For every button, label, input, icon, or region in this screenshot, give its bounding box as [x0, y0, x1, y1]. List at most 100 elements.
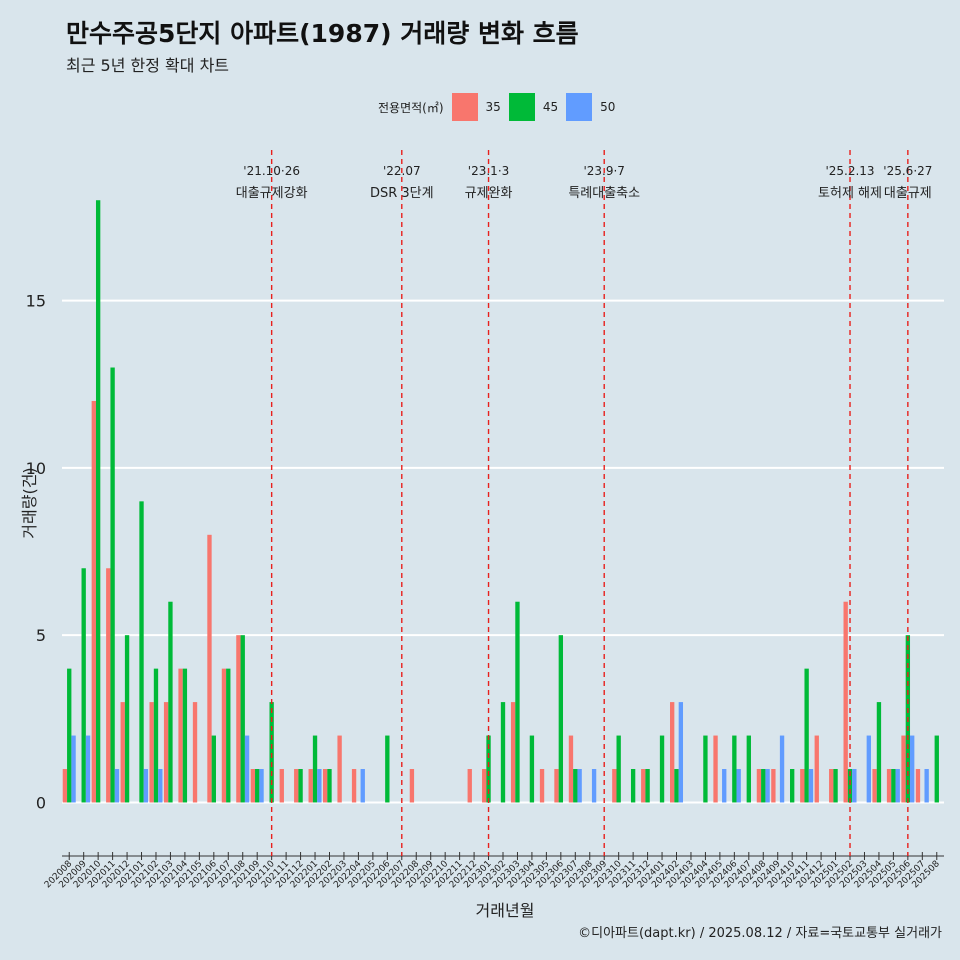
- bar: [808, 769, 814, 803]
- bar: [259, 769, 264, 803]
- bar: [308, 769, 313, 803]
- bar: [486, 735, 491, 803]
- legend-swatch-35: [451, 93, 478, 121]
- bar: [149, 702, 154, 803]
- bar: [312, 735, 318, 803]
- bar: [852, 769, 857, 803]
- bar: [641, 769, 646, 803]
- chart-title: 만수주공5단지 아파트(1987) 거래량 변화 흐름: [66, 19, 579, 48]
- bar: [771, 769, 776, 803]
- bar: [139, 501, 144, 803]
- bar: [385, 735, 390, 803]
- bar: [814, 735, 819, 803]
- bar: [886, 769, 892, 803]
- bar: [568, 735, 574, 803]
- y-axis-label: 거래량(건): [20, 467, 39, 539]
- bar: [539, 769, 545, 803]
- bar: [804, 668, 809, 803]
- bar: [143, 769, 149, 803]
- chart-subtitle: 최근 5년 한정 확대 차트: [66, 56, 230, 75]
- bar: [482, 769, 487, 803]
- bar: [630, 769, 636, 803]
- bar: [779, 735, 785, 803]
- legend-item-50: 50: [566, 93, 615, 121]
- bar: [226, 668, 231, 803]
- legend-item-45: 45: [508, 93, 558, 121]
- bar: [895, 769, 900, 803]
- bar: [236, 635, 241, 803]
- bar: [182, 668, 188, 803]
- bar: [67, 668, 72, 803]
- bar: [106, 568, 111, 803]
- bar: [279, 769, 284, 803]
- bar: [612, 769, 617, 803]
- event-policy-label: 대출규제강화: [236, 186, 308, 201]
- bar: [645, 769, 650, 803]
- bar: [240, 635, 245, 803]
- legend-swatch-50: [566, 93, 593, 121]
- bar: [255, 769, 260, 803]
- bar: [351, 769, 357, 803]
- y-tick-label: 5: [36, 626, 46, 645]
- event-date-label: '25.6·27: [883, 164, 932, 178]
- event-date-label: '25.2.13: [825, 164, 874, 178]
- bar: [703, 735, 708, 803]
- bar: [529, 735, 535, 803]
- bar: [736, 769, 741, 803]
- event-policy-label: DSR 3단계: [370, 186, 434, 201]
- bar: [207, 534, 212, 803]
- bar: [81, 568, 86, 803]
- bar: [678, 702, 684, 803]
- bar: [713, 735, 718, 803]
- bar: [85, 735, 91, 803]
- legend-label-35: 35: [485, 100, 501, 114]
- bar: [192, 702, 198, 803]
- bar: [153, 668, 159, 803]
- bar: [110, 367, 115, 803]
- bar: [872, 769, 877, 803]
- legend-label-50: 50: [600, 100, 616, 114]
- source-caption: ©디아파트(dapt.kr) / 2025.08.12 / 자료=국토교통부 실…: [578, 926, 942, 941]
- bar: [756, 769, 762, 803]
- bar: [409, 769, 415, 803]
- bar: [674, 769, 679, 803]
- bar: [790, 769, 795, 803]
- bar: [95, 200, 101, 803]
- bar: [510, 702, 516, 803]
- x-axis-label: 거래년월: [475, 901, 535, 920]
- bar: [221, 668, 227, 803]
- bar: [924, 769, 929, 803]
- bar: [515, 601, 520, 803]
- bar: [901, 735, 906, 803]
- event-policy-label: 규제완화: [465, 186, 513, 201]
- bar: [558, 635, 564, 803]
- bar: [573, 769, 578, 803]
- bar: [732, 735, 737, 803]
- bar: [915, 769, 921, 803]
- legend-title: 전용면적(㎡): [378, 100, 444, 115]
- bar: [934, 735, 939, 803]
- bar: [71, 735, 76, 803]
- bar: [722, 769, 727, 803]
- bar: [327, 769, 332, 803]
- y-tick-label: 15: [26, 292, 46, 311]
- event-policy-label: 토허제 해제: [818, 186, 882, 201]
- bar: [833, 769, 838, 803]
- legend: 전용면적(㎡) 35 45 50: [378, 92, 623, 122]
- bar: [269, 702, 274, 803]
- bar: [847, 769, 853, 803]
- bar: [876, 702, 882, 803]
- bar: [891, 769, 896, 803]
- bar: [158, 769, 163, 803]
- bar: [244, 735, 250, 803]
- bar: [178, 668, 183, 803]
- bar: [829, 769, 834, 803]
- bar: [467, 769, 472, 803]
- bar: [168, 601, 173, 803]
- bar: [337, 735, 342, 803]
- bar: [616, 735, 621, 803]
- bar: [800, 769, 805, 803]
- bar: [211, 735, 216, 803]
- event-policy-label: 대출규제: [884, 186, 932, 201]
